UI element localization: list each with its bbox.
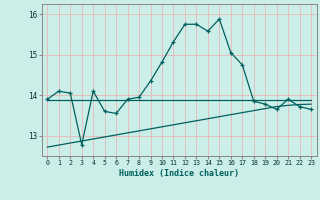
X-axis label: Humidex (Indice chaleur): Humidex (Indice chaleur) — [119, 169, 239, 178]
